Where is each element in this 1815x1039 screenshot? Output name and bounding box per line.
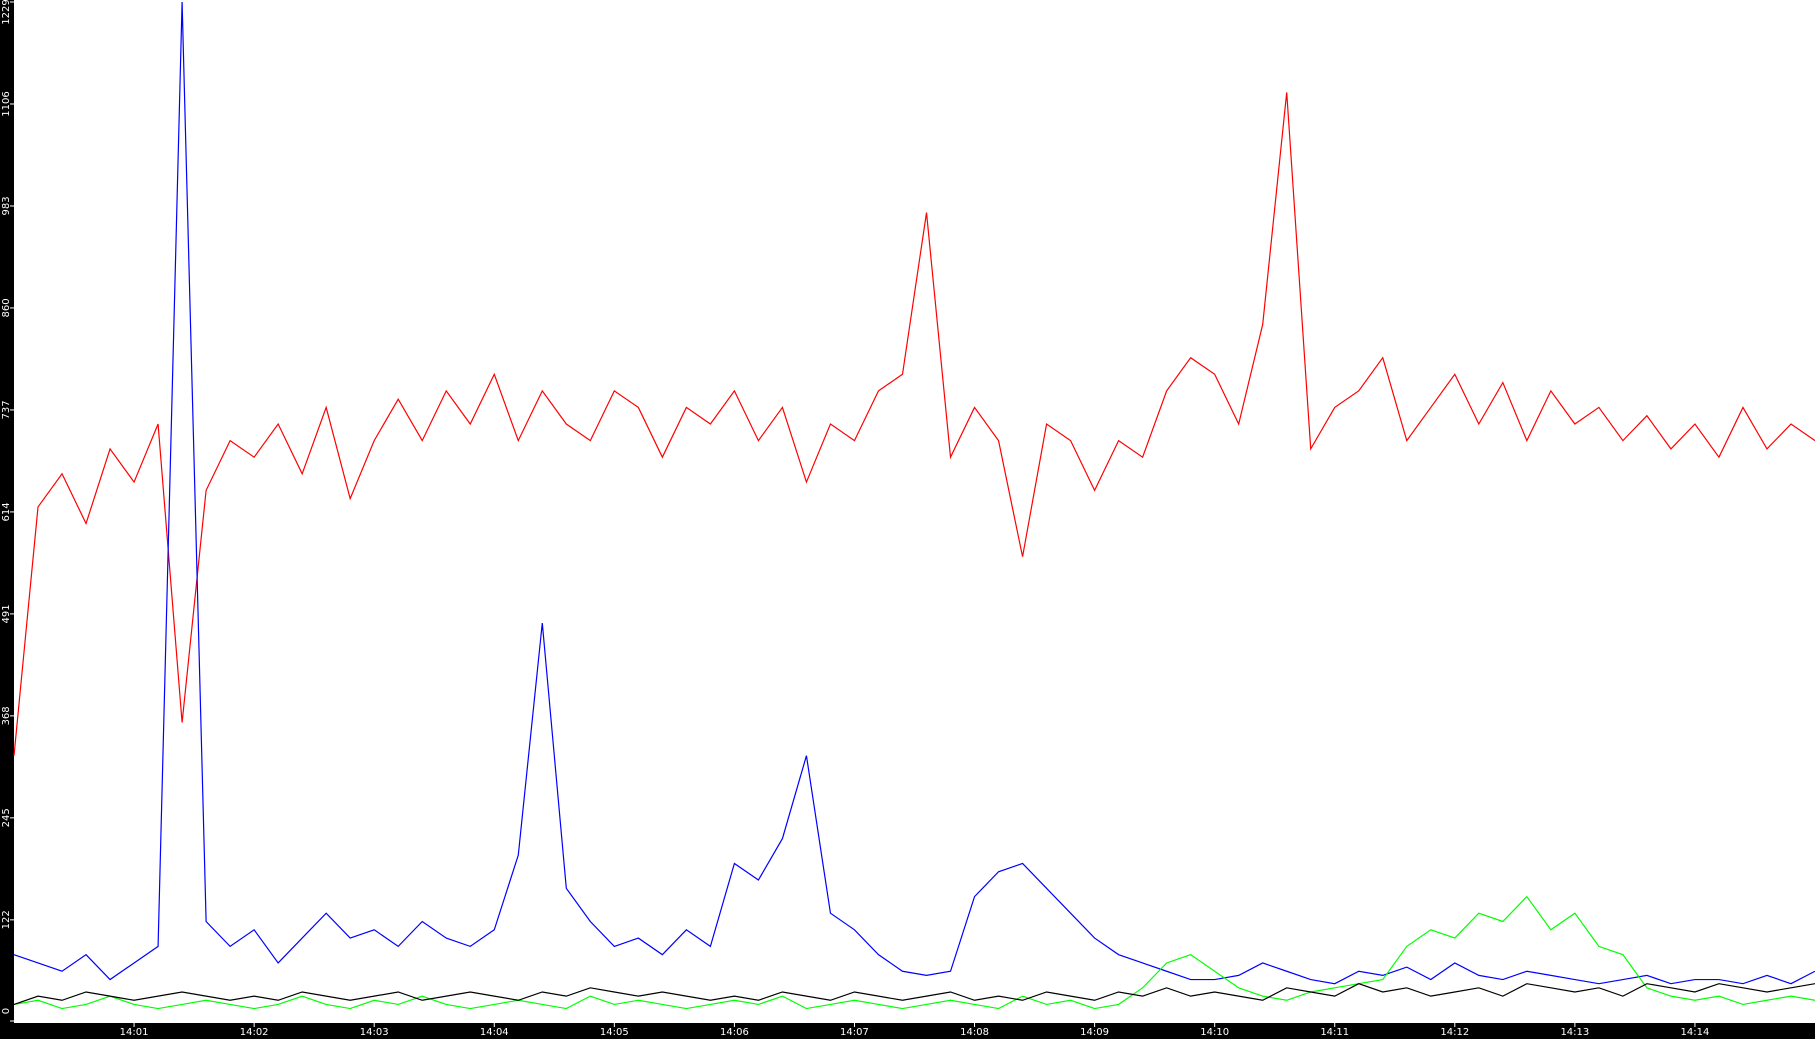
y-tick-label: 860 (1, 298, 12, 317)
y-tick-label: 368 (1, 706, 12, 725)
x-tick-label: 14:01 (120, 1027, 149, 1038)
x-tick-label: 14:10 (1200, 1027, 1229, 1038)
y-tick-label: 614 (1, 502, 12, 521)
x-tick-label: 14:09 (1080, 1027, 1109, 1038)
x-tick-label: 14:13 (1560, 1027, 1589, 1038)
y-tick-label: 491 (1, 604, 12, 623)
series-line (13, 92, 1815, 756)
x-tick-label: 14:14 (1681, 1027, 1710, 1038)
x-axis-strip (0, 1023, 1815, 1039)
y-tick-label: 245 (1, 808, 12, 827)
x-tick-label: 14:07 (840, 1027, 869, 1038)
series-line (13, 983, 1815, 1005)
y-tick-label: 1229 (1, 0, 12, 25)
x-tick-label: 14:08 (960, 1027, 989, 1038)
series-line (13, 895, 1815, 1010)
x-tick-label: 14:03 (360, 1027, 389, 1038)
y-tick-label: 0 (1, 1008, 12, 1014)
y-axis-strip (0, 0, 14, 1039)
x-tick-label: 14:12 (1440, 1027, 1469, 1038)
series-line (13, 1, 1815, 985)
y-tick-label: 983 (1, 196, 12, 215)
y-tick-label: 122 (1, 910, 12, 929)
x-tick-label: 14:06 (720, 1027, 749, 1038)
x-tick-label: 14:02 (240, 1027, 269, 1038)
x-tick-label: 14:11 (1320, 1027, 1349, 1038)
x-tick-label: 14:04 (480, 1027, 509, 1038)
y-tick-label: 737 (1, 400, 12, 419)
x-tick-label: 14:05 (600, 1027, 629, 1038)
y-tick-label: 1106 (1, 91, 12, 116)
